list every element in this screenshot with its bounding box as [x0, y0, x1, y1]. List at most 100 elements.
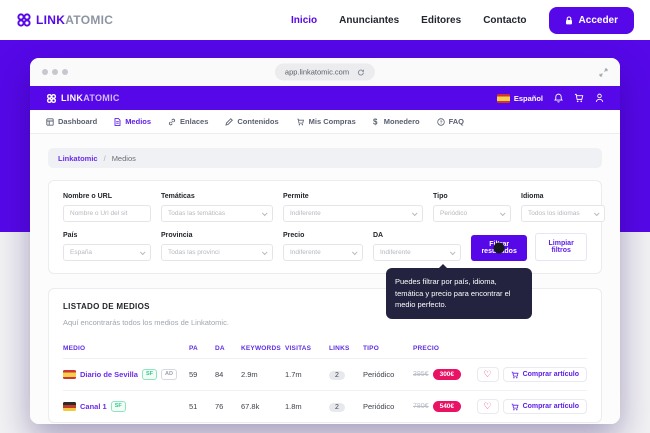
- acceder-button[interactable]: Acceder: [548, 6, 634, 34]
- site-header: LINKATOMIC Inicio Anunciantes Editores C…: [0, 0, 650, 40]
- links-cell: 2: [329, 402, 363, 412]
- favorite-button[interactable]: ♡: [476, 399, 499, 414]
- app-nav-label: Enlaces: [180, 117, 209, 126]
- refresh-icon[interactable]: [357, 68, 365, 76]
- da-value: 76: [215, 402, 224, 411]
- app-nav-monedero[interactable]: $ Monedero: [373, 117, 420, 126]
- language-selector[interactable]: Español: [496, 93, 543, 103]
- select-value: Todas las temáticas: [168, 210, 226, 217]
- nombre-url-input[interactable]: [63, 205, 151, 222]
- dollar-icon: $: [373, 118, 378, 127]
- field-label: País: [63, 232, 78, 239]
- select-value: Periódico: [440, 210, 468, 217]
- links-cell: 2: [329, 370, 363, 380]
- nav-contacto[interactable]: Contacto: [483, 14, 527, 26]
- nav-anunciantes[interactable]: Anunciantes: [339, 14, 400, 26]
- links-count-pill: 2: [329, 371, 345, 380]
- minimize-dot[interactable]: [52, 69, 58, 75]
- field-label: Temáticas: [161, 193, 195, 200]
- select-value: Indiferente: [290, 249, 321, 256]
- da-select[interactable]: Indiferente: [373, 244, 461, 261]
- nav-inicio[interactable]: Inicio: [291, 14, 318, 26]
- chevron-down-icon: [139, 248, 146, 255]
- address-bar[interactable]: app.linkatomic.com: [274, 63, 376, 81]
- acceder-label: Acceder: [578, 14, 618, 26]
- favorite-button[interactable]: ♡: [476, 367, 499, 382]
- app-logo-bold: LINK: [61, 93, 84, 103]
- keywords-value: 2.9m: [241, 370, 258, 379]
- idioma-select[interactable]: Todos los idiomas: [521, 205, 605, 222]
- maximize-dot[interactable]: [62, 69, 68, 75]
- col-visitas: VISITAS: [285, 345, 312, 352]
- keywords-value: 67.8k: [241, 402, 260, 411]
- provincia-select[interactable]: Todas las provinci: [161, 244, 273, 261]
- app-nav-contenidos[interactable]: Contenidos: [225, 117, 279, 126]
- app-nav-mis-compras[interactable]: Mis Compras: [296, 117, 356, 126]
- site-nav: Inicio Anunciantes Editores Contacto: [291, 15, 527, 26]
- logo-light: ATOMIC: [65, 13, 114, 27]
- buy-label: Comprar artículo: [522, 371, 579, 378]
- chevron-down-icon: [261, 209, 268, 216]
- tipo-select[interactable]: Periódico: [433, 205, 511, 222]
- media-cell: Diario de Sevilla SF AD: [63, 368, 189, 381]
- select-value: Indiferente: [380, 249, 411, 256]
- app-logo[interactable]: LINKATOMIC: [46, 93, 120, 104]
- field-tematicas: Temáticas Todas las temáticas: [161, 193, 273, 222]
- pais-select[interactable]: España: [63, 244, 151, 261]
- chevron-down-icon: [449, 248, 456, 255]
- traffic-light-buttons[interactable]: [42, 69, 68, 75]
- field-label: DA: [373, 232, 384, 239]
- dashboard-icon: [46, 117, 54, 126]
- buy-label: Comprar artículo: [522, 403, 579, 410]
- pen-icon: [225, 117, 234, 126]
- link-icon: [168, 118, 176, 125]
- comprar-articulo-button[interactable]: Comprar artículo: [502, 367, 587, 382]
- user-icon[interactable]: [595, 93, 604, 103]
- notifications-bell-icon[interactable]: [554, 93, 563, 103]
- breadcrumb-root-link[interactable]: Linkatomic: [58, 153, 98, 163]
- select-value: España: [70, 249, 93, 256]
- price-badge: 300€: [432, 369, 462, 380]
- permite-select[interactable]: Indiferente: [283, 205, 423, 222]
- heart-icon: ♡: [483, 401, 492, 411]
- media-name-link[interactable]: Canal 1: [80, 402, 107, 411]
- browser-chrome: app.linkatomic.com: [30, 58, 620, 86]
- onboarding-cursor-dot: [493, 242, 505, 254]
- select-value: Todos los idiomas: [528, 210, 580, 217]
- cart-icon[interactable]: [574, 93, 584, 103]
- col-da: DA: [215, 345, 225, 352]
- app-nav-label: Dashboard: [58, 117, 98, 126]
- app-nav-dashboard[interactable]: Dashboard: [46, 117, 97, 126]
- filter-buttons: Filtrar resultados Limpiar filtros: [471, 233, 587, 261]
- visitas-value: 1.7m: [285, 370, 302, 379]
- expand-icon[interactable]: [599, 68, 608, 77]
- app-nav-faq[interactable]: ? FAQ: [436, 117, 464, 126]
- chevron-down-icon: [411, 209, 418, 216]
- filtrar-resultados-button[interactable]: Filtrar resultados: [471, 235, 528, 261]
- site-logo[interactable]: LINKATOMIC: [16, 12, 113, 28]
- cart-icon: [296, 118, 304, 125]
- listing-card: LISTADO DE MEDIOS Aquí encontrarás todos…: [48, 288, 602, 423]
- field-provincia: Provincia Todas las provinci: [161, 232, 273, 261]
- tematicas-select[interactable]: Todas las temáticas: [161, 205, 273, 222]
- app-nav-medios[interactable]: Medios: [114, 117, 151, 126]
- old-price: 780€: [413, 403, 429, 410]
- field-nombre: Nombre o URL: [63, 193, 151, 222]
- app-nav: Dashboard Medios Enlaces Contenidos Mis …: [30, 110, 620, 134]
- precio-select[interactable]: Indiferente: [283, 244, 363, 261]
- spain-flag-icon: [496, 93, 510, 103]
- comprar-articulo-button[interactable]: Comprar artículo: [502, 399, 587, 414]
- filter-card: Nombre o URL Temáticas Todas las temátic…: [48, 180, 605, 274]
- field-tipo: Tipo Periódico: [433, 193, 511, 222]
- app-logo-icon: [46, 93, 57, 103]
- app-nav-enlaces[interactable]: Enlaces: [168, 117, 208, 126]
- limpiar-filtros-button[interactable]: Limpiar filtros: [535, 233, 587, 261]
- chevron-down-icon: [261, 248, 268, 255]
- nav-editores[interactable]: Editores: [421, 14, 462, 26]
- close-dot[interactable]: [42, 69, 48, 75]
- media-name-link[interactable]: Diario de Sevilla: [80, 370, 138, 379]
- document-icon: [114, 117, 121, 126]
- onboarding-tooltip: Puedes filtrar por país, idioma, temátic…: [386, 264, 532, 319]
- breadcrumb-separator: /: [103, 153, 106, 163]
- breadcrumb-current: Medios: [111, 153, 136, 163]
